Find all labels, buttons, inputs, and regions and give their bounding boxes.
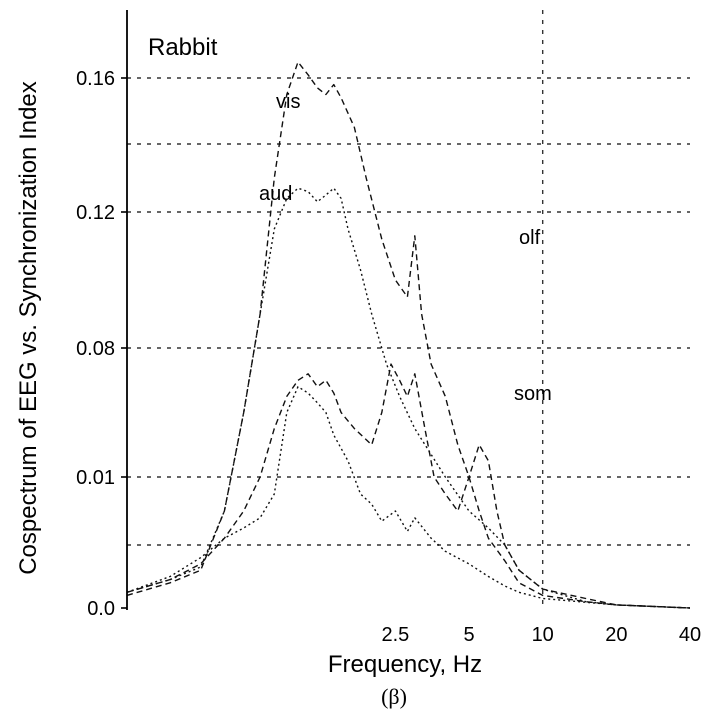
axes-layer [121,10,128,610]
series-line-olf [126,363,691,609]
y-tick-label: 0.01 [76,467,115,489]
series-line-aud [126,187,691,609]
chart-title: Rabbit [148,34,218,61]
series-label-olf: olf [519,227,541,249]
x-tick-label: 20 [605,624,627,646]
x-tick-label: 2.5 [381,624,409,646]
y-tick-label: 0.16 [76,68,115,90]
figure-caption: (β) [381,684,407,709]
y-tick-label: 0.12 [76,202,115,224]
series-layer [126,61,691,609]
y-tick-label: 0.0 [87,598,115,620]
series-line-som [126,386,691,609]
series-label-vis: vis [276,91,300,113]
x-tick-label: 40 [679,624,701,646]
x-axis-title: Frequency, Hz [328,651,482,678]
label-layer: 0.0 0.01 0.08 0.12 0.16 2.5 5 10 20 40 vis aud olf so… [76,68,701,646]
y-axis-title: Cospectrum of EEG vs. Synchronization In… [15,81,42,575]
series-label-aud: aud [259,183,292,205]
series-label-som: som [514,383,552,405]
y-tick-label: 0.08 [76,338,115,360]
x-tick-label: 5 [463,624,474,646]
x-tick-label: 10 [532,624,554,646]
grid-layer [127,10,690,608]
series-line-vis [126,61,691,609]
